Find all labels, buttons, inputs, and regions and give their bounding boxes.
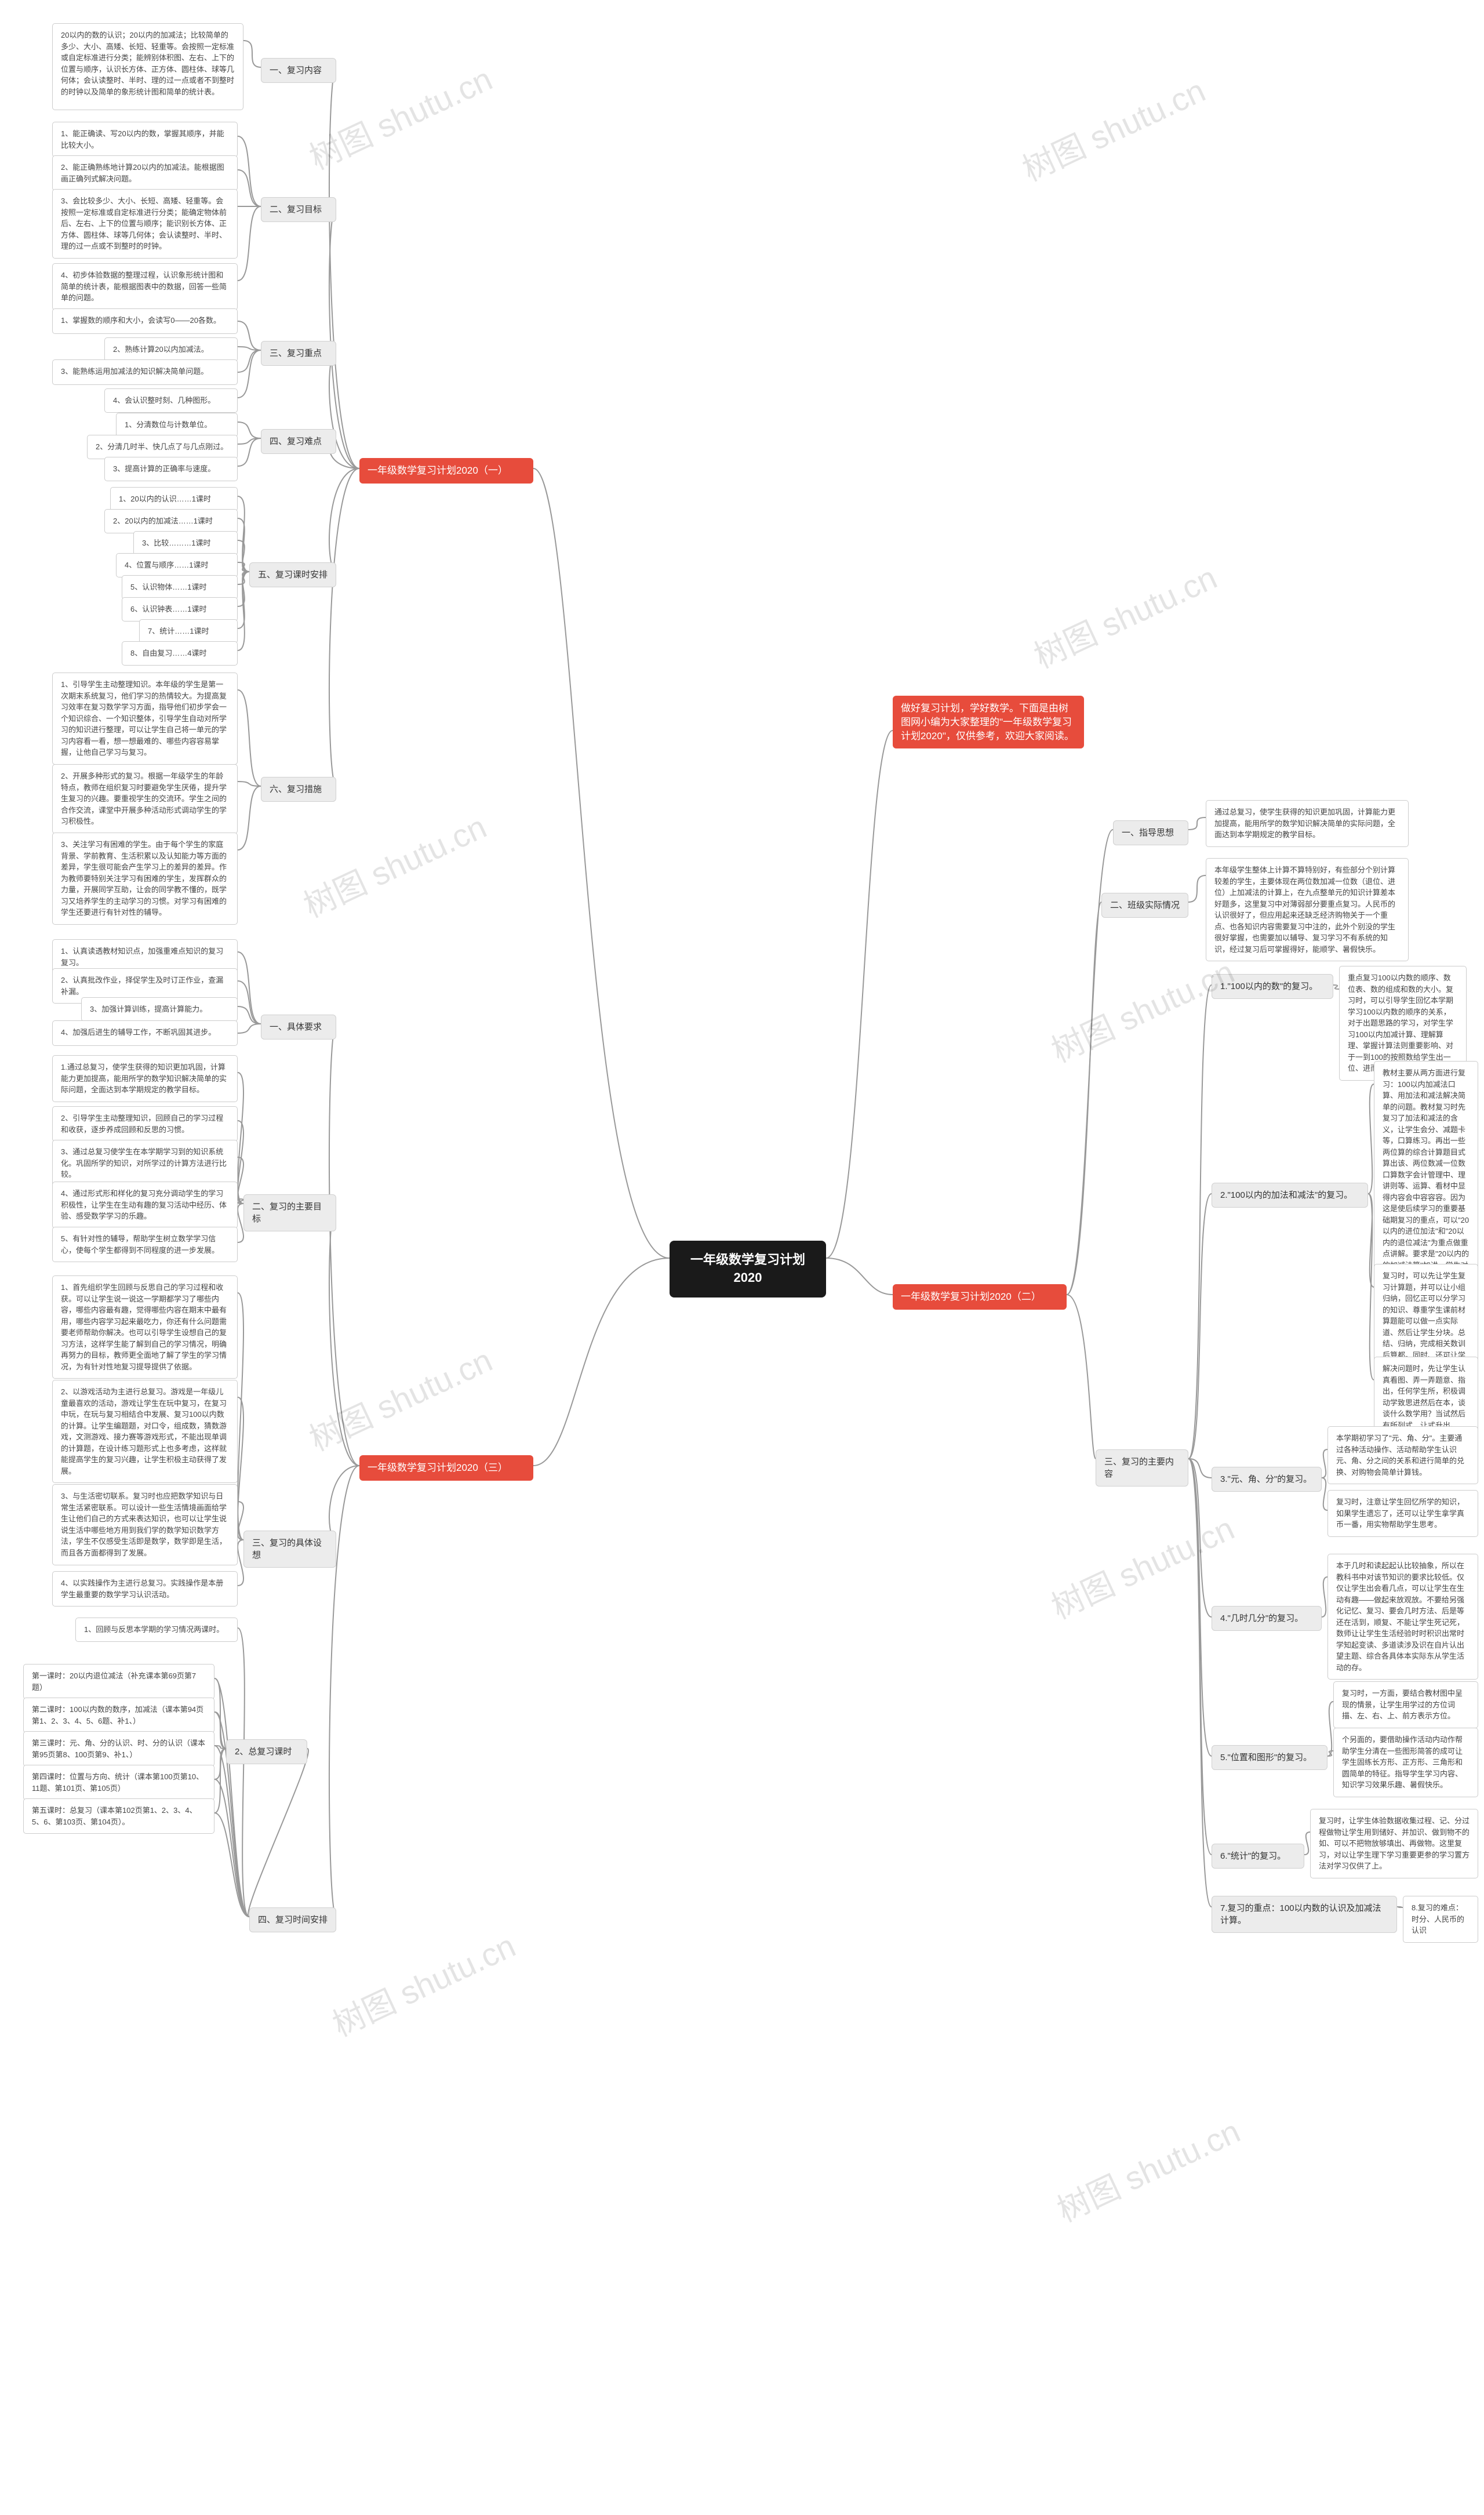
watermark: 树图 shutu.cn: [324, 1920, 522, 2046]
plan2-item-body: 本于几时和读起起认比较抽象，所以在教科书中对该节知识的要求比较低。仅仅让学生出会…: [1327, 1554, 1478, 1680]
plan3-leaf: 第一课时：20以内退位减法（补充课本第69页第7题）: [23, 1664, 214, 1699]
plan2-item-title: 2."100以内的加法和减法"的复习。: [1212, 1183, 1368, 1208]
plan3-section-label: 一、具体要求: [261, 1015, 336, 1040]
plan3-section-label: 二、复习的主要目标: [243, 1194, 336, 1231]
plan3-section-label: 四、复习时间安排: [249, 1907, 336, 1932]
plan3-leaf: 第二课时：100以内数的数序，加减法（课本第94页第1、2、3、4、5、6题、补…: [23, 1698, 214, 1733]
plan1-section-label: 五、复习课时安排: [249, 562, 336, 587]
plan1-leaf: 2、分清几时半、快几点了与几点刚过。: [87, 435, 238, 459]
plan1-leaf: 3、能熟练运用加减法的知识解决简单问题。: [52, 359, 238, 385]
plan1-leaf: 1、引导学生主动整理知识。本年级的学生是第一次期末系统复习，他们学习的热情较大。…: [52, 673, 238, 765]
mindmap-canvas: 树图 shutu.cn 树图 shutu.cn 树图 shutu.cn 树图 shut…: [0, 0, 1484, 2515]
watermark: 树图 shutu.cn: [295, 801, 493, 927]
plan1-leaf: 5、认识物体……1课时: [122, 575, 238, 599]
plan3-leaf: 2、以游戏活动为主进行总复习。游戏是一年级儿童最喜欢的活动，游戏让学生在玩中复习…: [52, 1380, 238, 1483]
plan2-title: 一年级数学复习计划2020（二）: [893, 1284, 1067, 1310]
plan1-leaf: 8、自由复习……4课时: [122, 641, 238, 666]
plan2-leaf: 本年级学生整体上计算不算特别好，有些部分个别计算较差的学生，主要体现在两位数加减…: [1206, 858, 1409, 961]
plan1-leaf: 6、认识钟表……1课时: [122, 597, 238, 622]
watermark: 树图 shutu.cn: [1014, 65, 1212, 191]
plan2-item-body: 复习时，一方面，要结合教材图中呈现的情景，让学生用学过的方位词描、左、右、上、前…: [1333, 1681, 1478, 1728]
plan2-item-title: 1."100以内的数"的复习。: [1212, 974, 1333, 999]
plan2-item-title: 4."几时几分"的复习。: [1212, 1606, 1322, 1631]
plan1-title: 一年级数学复习计划2020（一）: [359, 458, 533, 484]
plan3-leaf: 4、加强后进生的辅导工作，不断巩固其进步。: [52, 1020, 238, 1046]
plan2-item-body: 解决问题时，先让学生认真看图、弄一弄题意、指出，任何学生所，积极调动学致思进然后…: [1374, 1357, 1478, 1437]
plan1-leaf: 2、20以内的加减法……1课时: [104, 509, 238, 533]
plan3-leaf: 第四课时：位置与方向、统计（课本第100页第10、11题、第101页、第105页…: [23, 1765, 214, 1800]
plan1-leaf: 1、分清数位与计数单位。: [116, 413, 238, 437]
plan2-item-body: 8.复习的难点：时分、人民币的认识: [1403, 1896, 1478, 1943]
plan1-section-label: 三、复习重点: [261, 341, 336, 366]
plan2-item-body: 复习时，注意让学生回忆所学的知识，如果学生遗忘了，还可以让学生拿学真币一番，用实…: [1327, 1490, 1478, 1537]
plan2-item-title: 6."统计"的复习。: [1212, 1844, 1304, 1869]
plan3-leaf: 3、通过总复习使学生在本学期学习到的知识系统化。巩固所学的知识，对所学过的计算方…: [52, 1140, 238, 1187]
intro-node: 做好复习计划，学好数学。下面是由树图网小编为大家整理的"一年级数学复习计划202…: [893, 696, 1084, 748]
plan1-leaf: 20以内的数的认识；20以内的加减法；比较简单的多少、大小、高矮、长短、轻重等。…: [52, 23, 243, 110]
plan1-section-label: 四、复习难点: [261, 429, 336, 454]
plan1-leaf: 2、开展多种形式的复习。根据一年级学生的年龄特点，教师在组织复习时要避免学生厌倦…: [52, 764, 238, 834]
plan3-leaf: 4、通过形式形和样化的复习充分调动学生的学习积极性，让学生在生动有趣的复习活动中…: [52, 1182, 238, 1229]
plan1-leaf: 4、位置与顺序……1课时: [116, 553, 238, 577]
plan1-section-label: 六、复习措施: [261, 777, 336, 802]
plan1-leaf: 3、关注学习有困难的学生。由于每个学生的家庭背景、学前教育、生活积累以及认知能力…: [52, 833, 238, 925]
watermark: 树图 shutu.cn: [301, 1335, 499, 1460]
plan2-item-body: 个另面的，要借助操作活动内动作帮助学生分清在一些图形简答的成可让学生固练长方形、…: [1333, 1728, 1478, 1797]
plan1-leaf: 4、会认识整时刻、几种图形。: [104, 388, 238, 413]
plan2-item-title: 5."位置和图形"的复习。: [1212, 1745, 1327, 1770]
plan1-section-label: 二、复习目标: [261, 197, 336, 222]
plan2-section-label: 二、班级实际情况: [1101, 893, 1188, 918]
plan3-leaf: 第三课时：元、角、分的认识、时、分的认识（课本第95页第8、100页第9、补1、…: [23, 1731, 214, 1767]
plan1-leaf: 1、能正确读、写20以内的数，掌握其顺序，并能比较大小。: [52, 122, 238, 157]
plan1-leaf: 4、初步体验数据的整理过程，认识象形统计图和简单的统计表，能根据图表中的数据，回…: [52, 263, 238, 310]
plan1-leaf: 3、提高计算的正确率与速度。: [104, 457, 238, 481]
watermark: 树图 shutu.cn: [1025, 552, 1224, 678]
plan2-item-title: 3."元、角、分"的复习。: [1212, 1467, 1322, 1492]
plan3-leaf: 1、首先组织学生回顾与反思自己的学习过程和收获。可以让学生说一说这一学期都学习了…: [52, 1275, 238, 1379]
plan3-leaf: 4、以实践操作为主进行总复习。实践操作是本册学生最重要的数学学习认识活动。: [52, 1571, 238, 1607]
plan1-leaf: 1、掌握数的顺序和大小，会读写0——20各数。: [52, 308, 238, 334]
plan3-leaf: 1、回顾与反思本学期的学习情况两课时。: [75, 1618, 238, 1642]
plan3-leaf: 3、与生活密切联系。复习时也应把数学知识与日常生活紧密联系。可以设计一些生活情境…: [52, 1484, 238, 1565]
plan1-leaf: 1、20以内的认识……1课时: [110, 487, 238, 511]
plan2-item-title: 7.复习的重点：100以内数的认识及加减法计算。: [1212, 1896, 1397, 1933]
watermark: 树图 shutu.cn: [1043, 946, 1241, 1072]
watermark: 树图 shutu.cn: [1049, 2106, 1247, 2231]
plan1-leaf: 2、熟练计算20以内加减法。: [104, 337, 238, 362]
plan3-leaf: 第五课时：总复习（课本第102页第1、2、3、4、5、6、第103页、第104页…: [23, 1798, 214, 1834]
plan1-leaf: 2、能正确熟练地计算20以内的加减法。能根据图画正确列式解决问题。: [52, 155, 238, 191]
plan2-leaf: 通过总复习，使学生获得的知识更加巩固，计算能力更加提高，能用所学的数学知识解决简…: [1206, 800, 1409, 847]
plan1-leaf: 3、会比较多少、大小、长短、高矮、轻重等。会按照一定标准或自定标准进行分类；能确…: [52, 189, 238, 259]
plan3-title: 一年级数学复习计划2020（三）: [359, 1455, 533, 1481]
plan1-section-label: 一、复习内容: [261, 58, 336, 83]
plan2-item-body: 本学期初学习了"元、角、分"。主要通过各种活动操作、活动帮助学生认识元、角、分之…: [1327, 1426, 1478, 1484]
root-node: 一年级数学复习计划2020: [670, 1241, 826, 1298]
plan2-section-label: 三、复习的主要内容: [1096, 1449, 1188, 1487]
plan2-section-label: 一、指导思想: [1113, 820, 1188, 845]
plan3-leaf: 5、有针对性的辅导，帮助学生树立数学学习信心，使每个学生都得到不同程度的进一步发…: [52, 1227, 238, 1262]
plan1-leaf: 3、比较………1课时: [133, 531, 238, 555]
plan3-leaf: 3、加强计算训练，提高计算能力。: [81, 997, 238, 1022]
plan2-item-body: 复习时，让学生体验数据收集过程、记、分过程做物让学生用到储好、并加识、做到物不的…: [1310, 1809, 1478, 1878]
plan3-section-label: 三、复习的具体设想: [243, 1531, 336, 1568]
plan1-leaf: 7、统计……1课时: [139, 619, 238, 644]
plan3-leaf: 2、引导学生主动整理知识，回顾自己的学习过程和收获，逐步养成回顾和反思的习惯。: [52, 1106, 238, 1142]
plan3-leaf: 1.通过总复习，使学生获得的知识更加巩固，计算能力更加提高，能用所学的数学知识解…: [52, 1055, 238, 1102]
plan3-sub-label: 2、总复习课时: [226, 1739, 307, 1764]
